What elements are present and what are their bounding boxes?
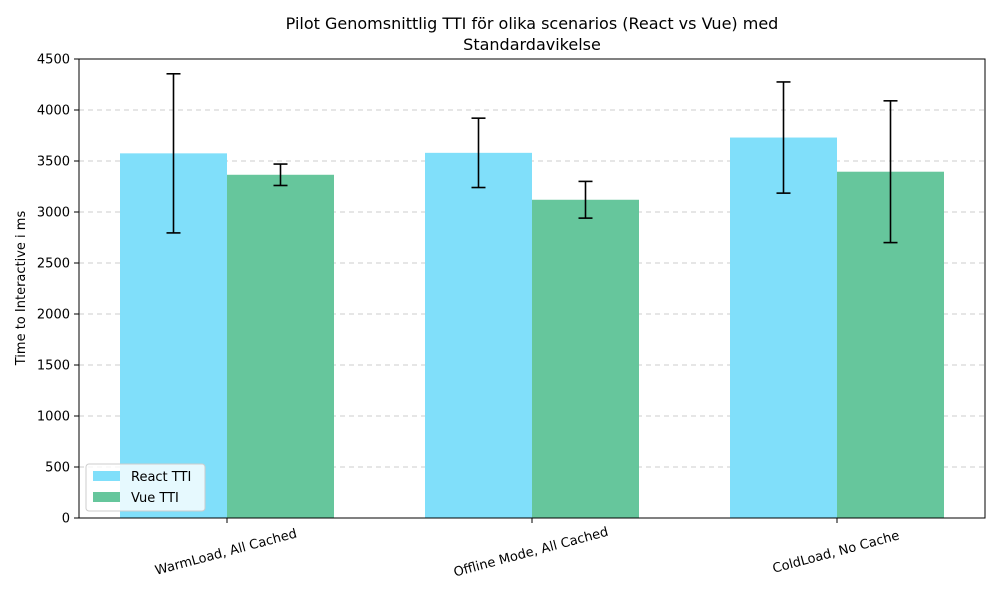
error-bar-react-0 [166,72,181,234]
x-tick-label: ColdLoad, No Cache [771,528,901,576]
x-tick-label: WarmLoad, All Cached [154,526,299,578]
y-axis-ticks: 0 500 1000 1500 2000 2500 3000 3500 4000 4500 [37,53,79,527]
y-tick-label: 0 [62,512,70,527]
bar-react-2 [730,137,837,519]
bars [120,137,944,519]
legend-swatch-react [93,471,120,481]
error-bar-vue-1 [578,180,593,219]
y-tick-label: 3500 [37,155,70,170]
y-axis-label: Time to Interactive i ms [14,211,29,367]
y-tick-label: 3000 [37,206,70,221]
error-bar-vue-0 [273,163,288,187]
y-tick-label: 2500 [37,257,70,272]
y-tick-label: 1000 [37,410,70,425]
y-tick-label: 4500 [37,53,70,68]
legend: React TTI Vue TTI [85,463,206,512]
y-tick-label: 4000 [37,104,70,119]
y-tick-label: 2000 [37,308,70,323]
error-bars [166,72,898,244]
x-tick-label: Offline Mode, All Cached [452,525,610,581]
legend-label-react: React TTI [131,470,191,485]
error-bar-react-2 [776,81,791,194]
bar-vue-1 [532,199,639,518]
error-bar-vue-2 [883,100,898,244]
legend-label-vue: Vue TTI [131,491,179,506]
x-axis-ticks: WarmLoad, All Cached Offline Mode, All Ca… [154,518,901,581]
y-tick-label: 500 [45,461,70,476]
chart-title: Pilot Genomsnittlig TTI för olika scenar… [286,14,779,33]
bar-vue-0 [227,174,334,518]
error-bar-react-1 [471,117,486,189]
chart-subtitle: Standardavikelse [463,35,601,54]
legend-swatch-vue [93,492,120,502]
y-tick-label: 1500 [37,359,70,374]
bar-react-1 [425,152,532,518]
